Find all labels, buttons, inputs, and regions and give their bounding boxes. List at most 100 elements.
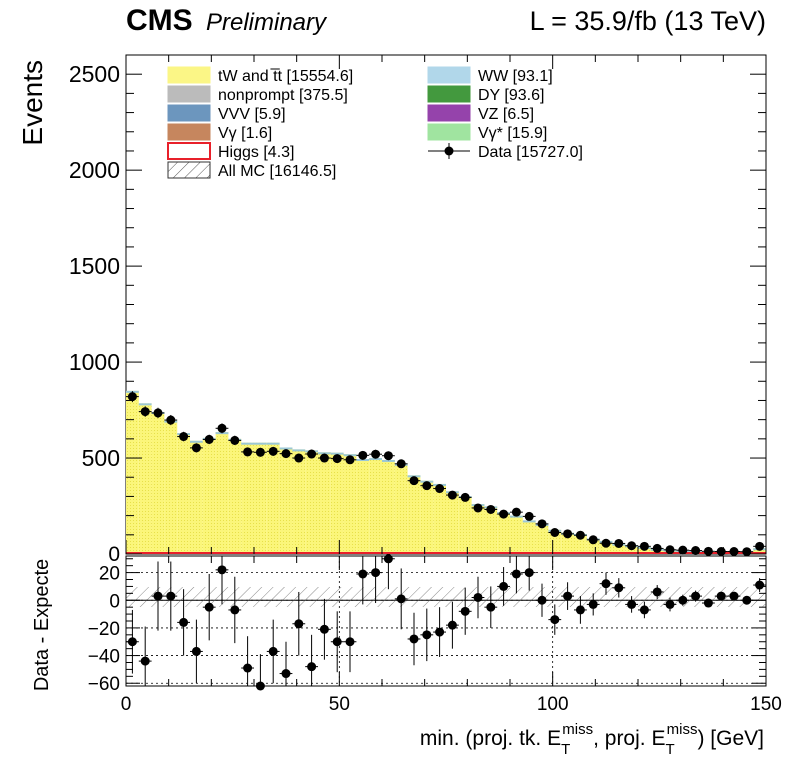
data-point-marker (179, 432, 189, 442)
ratio-y-axis: 20 0 −20 −40 −60 (88, 558, 766, 695)
ratio-point-marker (614, 583, 624, 593)
ratio-y-tick-label: −40 (88, 647, 120, 668)
ratio-point (202, 573, 216, 641)
data-point-marker (473, 503, 483, 513)
ratio-point-marker (307, 662, 317, 672)
mc-bar-minor (292, 449, 306, 452)
ratio-point (497, 567, 510, 606)
data-point (522, 511, 536, 521)
legend-label: Higgs [4.3] (218, 144, 294, 161)
data-point-marker (716, 547, 726, 557)
data-point (446, 490, 459, 500)
ratio-y-axis-title: Data - Expecte (31, 559, 53, 691)
mc-bar-minor (318, 452, 331, 455)
data-point-marker (371, 449, 381, 459)
ratio-point-marker (665, 599, 675, 609)
ratio-point (279, 641, 293, 686)
data-point-marker (332, 454, 342, 464)
mc-bar (612, 543, 626, 554)
data-point (305, 449, 318, 459)
ratio-point (369, 556, 382, 604)
ratio-point (330, 611, 344, 673)
ratio-point (484, 586, 498, 628)
data-point-marker (294, 453, 304, 463)
preliminary-label: Preliminary (206, 9, 328, 36)
data-point-marker (422, 481, 432, 491)
mc-bar-minor (279, 447, 293, 450)
ratio-point (510, 556, 523, 594)
ratio-point (420, 608, 434, 662)
ratio-point (138, 626, 152, 686)
data-point-marker (460, 492, 470, 502)
ratio-point (292, 591, 306, 656)
mc-bar (318, 452, 331, 554)
data-point (292, 453, 306, 463)
ratio-point-marker (524, 568, 534, 578)
ratio-point-marker (691, 591, 701, 601)
ratio-point-marker (499, 581, 509, 591)
ratio-y-tick-label: 0 (109, 591, 120, 612)
legend-entry: tW and t̅t [15554.6] (167, 66, 353, 85)
ratio-point (663, 597, 677, 612)
mc-bar (753, 548, 766, 554)
ratio-point (190, 619, 203, 684)
y-axis-title: Events (17, 60, 48, 146)
ratio-points (126, 554, 766, 691)
ratio-point-marker (179, 617, 189, 627)
data-point-marker (127, 392, 137, 402)
legend-label: Vγ* [15.9] (478, 125, 547, 142)
ratio-point (753, 578, 766, 592)
mc-bar (164, 420, 178, 554)
ratio-point (228, 576, 242, 644)
mc-bar-minor (241, 442, 254, 445)
x-axis-title-mid: , proj. E (593, 727, 665, 750)
mc-bar (420, 480, 434, 554)
mc-bar (177, 433, 190, 554)
data-point-marker (486, 504, 496, 514)
ratio-point (241, 636, 254, 686)
data-point-marker (383, 451, 393, 461)
data-point (548, 528, 562, 538)
ratio-point-marker (230, 605, 240, 615)
data-point-marker (345, 455, 355, 465)
legend-swatch (167, 161, 211, 179)
data-point-marker (703, 546, 713, 556)
legend-entry: DY [93.6] (427, 85, 544, 104)
data-point-marker (447, 490, 457, 500)
ratio-point-marker (486, 602, 496, 612)
ratio-point-marker (255, 681, 265, 691)
ratio-point-marker (396, 594, 406, 604)
mc-bar (446, 491, 459, 554)
ratio-point (318, 598, 331, 660)
data-point-marker (537, 519, 547, 529)
data-point (279, 449, 293, 459)
ratio-point-marker (575, 605, 585, 615)
ratio-point (612, 578, 626, 598)
data-point-marker (319, 453, 329, 463)
data-point-marker (511, 507, 521, 517)
data-point-marker (639, 541, 649, 551)
legend-swatch (427, 104, 471, 122)
legend-label: tW and t̅t [15554.6] (218, 68, 353, 85)
data-point-marker (217, 423, 227, 433)
data-point-marker (191, 443, 201, 453)
ratio-point (164, 561, 178, 631)
ratio-point-marker (166, 591, 176, 601)
ratio-point (471, 576, 485, 619)
ratio-point-marker (422, 630, 432, 640)
legend-entry: All MC [16146.5] (167, 161, 336, 180)
mc-bar (266, 442, 280, 554)
main-y-tick-zero: 0 (108, 543, 120, 566)
ratio-point (638, 601, 651, 619)
ratio-point-marker (191, 646, 201, 656)
ratio-point (266, 619, 280, 684)
x-axis: 0 50 100 150 (121, 55, 782, 715)
mc-bar-minor (266, 442, 280, 445)
ratio-point-marker (601, 579, 611, 589)
x-tick-label: 100 (537, 694, 569, 715)
data-point-marker (307, 449, 317, 459)
legend-label: Data [15727.0] (478, 144, 583, 161)
ratio-point-marker (371, 568, 381, 578)
ratio-y-tick-label: 20 (99, 564, 120, 585)
